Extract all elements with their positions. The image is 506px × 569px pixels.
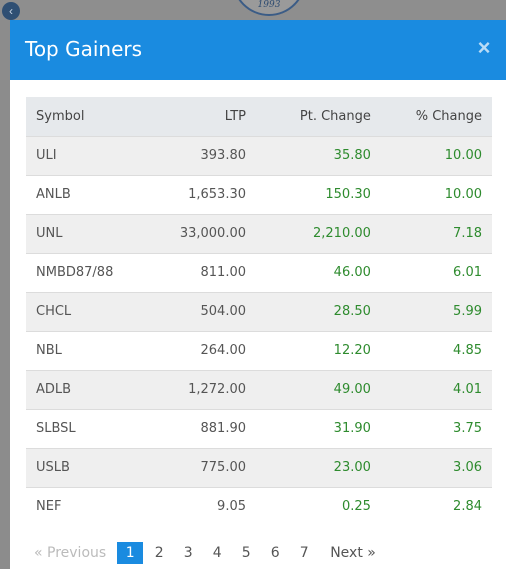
cell-pt-change: 28.50 bbox=[256, 291, 381, 331]
gainers-table: Symbol LTP Pt. Change % Change ULI 393.8… bbox=[26, 97, 492, 526]
table-row: NBL 264.00 12.20 4.85 bbox=[26, 330, 492, 370]
cell-ltp: 264.00 bbox=[150, 330, 256, 370]
cell-ltp: 881.90 bbox=[150, 408, 256, 448]
gainers-table-container: Symbol LTP Pt. Change % Change ULI 393.8… bbox=[26, 97, 492, 526]
cell-pt-change: 35.80 bbox=[256, 135, 381, 175]
cell-symbol[interactable]: CHCL bbox=[26, 291, 151, 331]
column-header-pt-change[interactable]: Pt. Change bbox=[299, 108, 371, 124]
background-page: ‹ 1993 bbox=[0, 0, 506, 20]
cell-ltp: 811.00 bbox=[150, 252, 256, 292]
cell-pct-change: 3.75 bbox=[380, 408, 492, 448]
cell-ltp: 1,272.00 bbox=[150, 369, 256, 409]
cell-pt-change: 150.30 bbox=[256, 174, 381, 214]
cell-pt-change: 49.00 bbox=[256, 369, 381, 409]
cell-pct-change: 6.01 bbox=[380, 252, 492, 292]
chevron-left-icon[interactable]: ‹ bbox=[2, 2, 20, 20]
logo-year: 1993 bbox=[257, 0, 281, 10]
cell-pt-change: 31.90 bbox=[256, 408, 381, 448]
cell-ltp: 393.80 bbox=[150, 135, 256, 175]
modal-header: Top Gainers × bbox=[10, 20, 506, 80]
cell-symbol[interactable]: NBL bbox=[26, 330, 151, 370]
cell-symbol[interactable]: NMBD87/88 bbox=[26, 252, 151, 292]
table-row: NMBD87/88 811.00 46.00 6.01 bbox=[26, 252, 492, 292]
cell-symbol[interactable]: USLB bbox=[26, 447, 151, 487]
cell-pct-change: 3.06 bbox=[380, 447, 492, 487]
column-header-symbol[interactable]: Symbol bbox=[36, 108, 85, 124]
pagination-page-3[interactable]: 3 bbox=[183, 545, 193, 561]
pagination-next-button[interactable]: Next » bbox=[330, 545, 376, 561]
cell-pct-change: 10.00 bbox=[380, 174, 492, 214]
pagination-page-7[interactable]: 7 bbox=[299, 545, 309, 561]
cell-symbol[interactable]: UNL bbox=[26, 213, 151, 253]
table-row: ADLB 1,272.00 49.00 4.01 bbox=[26, 369, 492, 409]
column-header-ltp[interactable]: LTP bbox=[224, 108, 246, 124]
cell-pct-change: 5.99 bbox=[380, 291, 492, 331]
cell-pct-change: 4.85 bbox=[380, 330, 492, 370]
pagination-previous-button[interactable]: « Previous bbox=[34, 545, 107, 561]
cell-symbol[interactable]: ADLB bbox=[26, 369, 151, 409]
cell-symbol[interactable]: ULI bbox=[26, 135, 151, 175]
cell-ltp: 9.05 bbox=[150, 486, 256, 526]
cell-ltp: 33,000.00 bbox=[150, 213, 256, 253]
cell-pt-change: 46.00 bbox=[256, 252, 381, 292]
pagination-page-1[interactable]: 1 bbox=[117, 542, 144, 564]
cell-pct-change: 10.00 bbox=[380, 135, 492, 175]
cell-symbol[interactable]: ANLB bbox=[26, 174, 151, 214]
cell-symbol[interactable]: NEF bbox=[26, 486, 151, 526]
cell-pt-change: 2,210.00 bbox=[256, 213, 381, 253]
cell-ltp: 775.00 bbox=[150, 447, 256, 487]
pagination-page-6[interactable]: 6 bbox=[270, 545, 280, 561]
cell-symbol[interactable]: SLBSL bbox=[26, 408, 151, 448]
table-row: ANLB 1,653.30 150.30 10.00 bbox=[26, 174, 492, 214]
top-gainers-modal: Top Gainers × Symbol LTP Pt. Change % Ch… bbox=[10, 20, 506, 569]
table-header-row: Symbol LTP Pt. Change % Change bbox=[26, 97, 492, 136]
table-row: ULI 393.80 35.80 10.00 bbox=[26, 135, 492, 175]
close-icon[interactable]: × bbox=[477, 35, 491, 60]
pagination: « Previous 1 2 3 4 5 6 7 Next » bbox=[34, 541, 376, 565]
table-row: UNL 33,000.00 2,210.00 7.18 bbox=[26, 213, 492, 253]
pagination-page-5[interactable]: 5 bbox=[241, 545, 251, 561]
table-row: NEF 9.05 0.25 2.84 bbox=[26, 486, 492, 526]
table-row: SLBSL 881.90 31.90 3.75 bbox=[26, 408, 492, 448]
modal-title: Top Gainers bbox=[25, 37, 143, 61]
column-header-pct-change[interactable]: % Change bbox=[415, 108, 482, 124]
cell-pt-change: 23.00 bbox=[256, 447, 381, 487]
cell-ltp: 504.00 bbox=[150, 291, 256, 331]
cell-pct-change: 4.01 bbox=[380, 369, 492, 409]
pagination-page-4[interactable]: 4 bbox=[212, 545, 222, 561]
cell-pct-change: 2.84 bbox=[380, 486, 492, 526]
logo-seal: 1993 bbox=[232, 0, 306, 16]
table-row: USLB 775.00 23.00 3.06 bbox=[26, 447, 492, 487]
cell-pt-change: 12.20 bbox=[256, 330, 381, 370]
table-row: CHCL 504.00 28.50 5.99 bbox=[26, 291, 492, 331]
cell-pt-change: 0.25 bbox=[256, 486, 381, 526]
cell-ltp: 1,653.30 bbox=[150, 174, 256, 214]
pagination-page-2[interactable]: 2 bbox=[154, 545, 164, 561]
cell-pct-change: 7.18 bbox=[380, 213, 492, 253]
